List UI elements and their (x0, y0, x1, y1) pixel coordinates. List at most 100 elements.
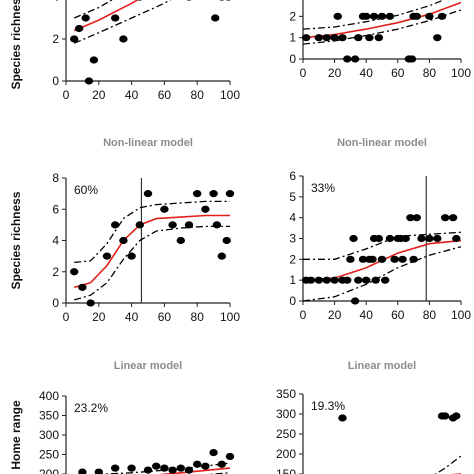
data-point (74, 24, 84, 33)
x-tick-label: 40 (125, 88, 139, 102)
data-point (406, 214, 415, 222)
data-point (152, 462, 161, 470)
data-point (78, 468, 87, 474)
data-point (81, 14, 90, 22)
ci-lower-line (302, 9, 462, 45)
y-axis-label: Species richness (9, 191, 23, 289)
data-point (127, 464, 136, 472)
data-point (385, 12, 395, 20)
data-point (350, 297, 360, 305)
data-point (102, 252, 112, 260)
x-tick-label: 40 (360, 308, 374, 322)
data-point (343, 276, 352, 284)
data-point (377, 12, 387, 20)
data-point (425, 234, 434, 243)
data-point (398, 255, 407, 263)
data-point (111, 221, 120, 229)
data-point (176, 236, 185, 245)
fit-line (73, 0, 139, 32)
data-point (343, 55, 352, 63)
y-tick-label: 6 (52, 202, 59, 216)
data-point (330, 276, 339, 284)
data-point (374, 234, 384, 243)
panel-linear-4: Linear model 150 200 250 300 350 19.3% (276, 360, 462, 474)
x-tick-label: 100 (451, 308, 471, 322)
y-tick-label: 4 (52, 0, 59, 4)
x-tick-label: 20 (328, 66, 342, 80)
data-point (369, 12, 379, 20)
panel-title: Non-linear model (337, 137, 427, 149)
y-tick-label: 2 (52, 265, 59, 279)
plot-area (78, 448, 235, 474)
x-tick-label: 20 (92, 310, 106, 324)
data-point (84, 77, 94, 85)
data-point (226, 0, 231, 1)
data-point (333, 12, 342, 20)
data-point (322, 34, 331, 42)
data-point (441, 214, 450, 222)
x-tick-label: 0 (63, 310, 70, 324)
data-point (448, 214, 458, 222)
data-point (86, 299, 95, 307)
percent-label: 60% (74, 183, 98, 197)
x-tick-label: 80 (191, 310, 205, 324)
fit-line (157, 467, 231, 474)
data-point (186, 0, 192, 1)
data-point (306, 276, 316, 284)
x-tick-label: 100 (220, 88, 240, 102)
data-point (119, 236, 128, 245)
y-tick-label: 8 (52, 171, 59, 185)
y-tick-label: 350 (39, 409, 59, 423)
data-point (212, 221, 222, 229)
data-point (452, 412, 461, 420)
x-tick-label: 60 (158, 310, 172, 324)
data-point (168, 221, 177, 229)
data-point (209, 190, 218, 198)
data-point (143, 466, 153, 474)
data-point (338, 414, 347, 422)
data-point (322, 276, 331, 284)
panel-title: Linear model (348, 360, 416, 372)
data-point (441, 412, 450, 420)
y-tick-label: 2 (289, 252, 296, 266)
panel-linear-3: Linear model 200 250 300 350 400 Home range 23.… (9, 360, 235, 474)
x-tick-label: 20 (328, 308, 342, 322)
x-tick-label: 0 (300, 308, 307, 322)
ci-lower-line (73, 0, 172, 44)
data-point (176, 464, 185, 472)
x-tick-label: 80 (423, 66, 437, 80)
data-point (211, 14, 220, 22)
data-point (452, 234, 461, 243)
data-point (338, 34, 347, 42)
panel-title: Linear model (114, 360, 182, 372)
x-tick-label: 40 (360, 66, 374, 80)
ci-lower-line (74, 225, 230, 301)
data-point (437, 12, 447, 20)
data-point (222, 236, 231, 245)
data-point (368, 255, 377, 263)
data-point (70, 35, 79, 43)
data-point (380, 276, 390, 284)
data-point (349, 234, 358, 243)
data-point (354, 34, 363, 42)
y-tick-label: 1 (289, 273, 296, 287)
y-tick-label: 250 (39, 448, 59, 462)
y-tick-label: 6 (289, 169, 296, 183)
y-tick-label: 4 (289, 211, 296, 225)
y-tick-label: 3 (289, 232, 296, 246)
plot-area (301, 176, 462, 305)
plot-area (338, 412, 462, 474)
data-point (407, 55, 417, 63)
y-tick-label: 300 (39, 428, 59, 442)
data-point (346, 255, 355, 263)
data-point (209, 448, 218, 457)
data-point (94, 468, 103, 474)
data-point (417, 234, 426, 243)
data-point (362, 12, 371, 20)
data-point (119, 35, 128, 43)
y-tick-label: 1 (289, 31, 296, 45)
data-point (137, 0, 143, 1)
percent-label: 23.2% (74, 401, 108, 415)
